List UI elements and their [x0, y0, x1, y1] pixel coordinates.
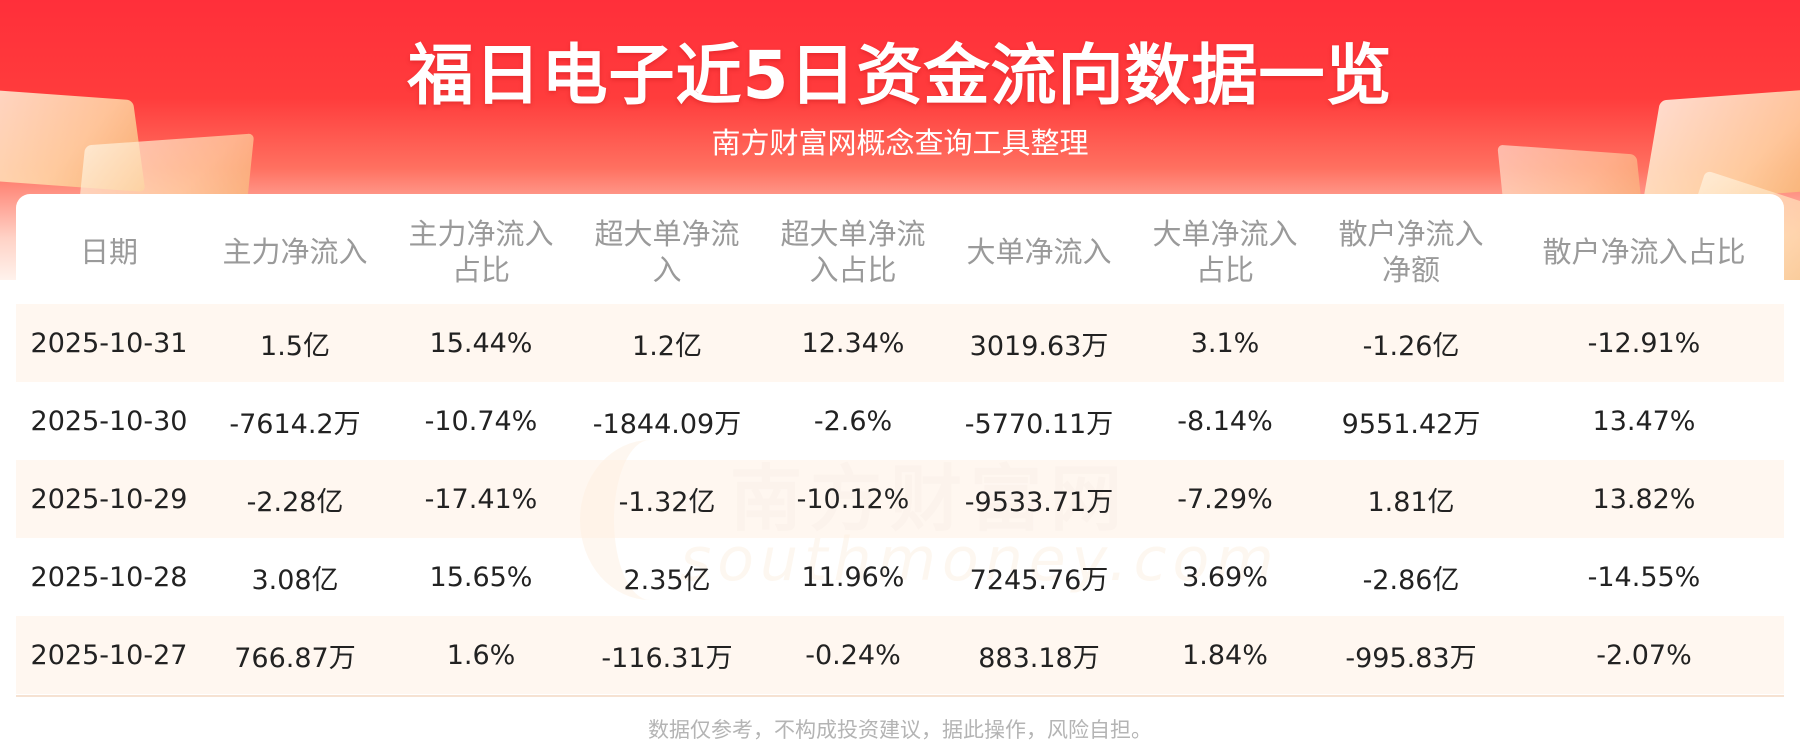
- column-header: 散户净流入净额: [1338, 217, 1484, 287]
- table-cell: 2025-10-31: [16, 304, 202, 382]
- table-cell: -7614.2万: [202, 382, 388, 460]
- table-cell: -1844.09万: [574, 382, 760, 460]
- table-cell: -14.55%: [1504, 538, 1784, 616]
- table-cell: -2.28亿: [202, 460, 388, 538]
- table-cell: 3.08亿: [202, 538, 388, 616]
- divider: [16, 695, 1784, 697]
- table-cell: 1.5亿: [202, 304, 388, 382]
- table-cell: 1.81亿: [1318, 460, 1504, 538]
- table-cell: 15.44%: [388, 304, 574, 382]
- table-cell: -995.83万: [1318, 616, 1504, 694]
- table-row: 2025-10-27 766.87万 1.6% -116.31万 -0.24% …: [16, 616, 1784, 694]
- table-cell: -5770.11万: [946, 382, 1132, 460]
- table-cell: -2.86亿: [1318, 538, 1504, 616]
- fund-flow-table: 日期 主力净流入 主力净流入占比 超大单净流入 超大单净流入占比 大单净流入 大…: [16, 200, 1784, 694]
- table-cell: 1.6%: [388, 616, 574, 694]
- table-cell: -0.24%: [760, 616, 946, 694]
- disclaimer-text: 数据仅参考，不构成投资建议，据此操作，风险自担。: [648, 718, 1152, 742]
- table-cell: 1.2亿: [574, 304, 760, 382]
- column-header: 日期: [79, 235, 138, 269]
- column-header: 主力净流入占比: [408, 217, 554, 287]
- table-cell: -10.12%: [760, 460, 946, 538]
- table-cell: 9551.42万: [1318, 382, 1504, 460]
- table-cell: 2025-10-30: [16, 382, 202, 460]
- table-row: 2025-10-30 -7614.2万 -10.74% -1844.09万 -2…: [16, 382, 1784, 460]
- table-cell: 13.82%: [1504, 460, 1784, 538]
- table-cell: -8.14%: [1132, 382, 1318, 460]
- column-header: 主力净流入: [222, 235, 368, 269]
- table-cell: -1.26亿: [1318, 304, 1504, 382]
- table-cell: 3.69%: [1132, 538, 1318, 616]
- table-cell: 2.35亿: [574, 538, 760, 616]
- table-cell: -116.31万: [574, 616, 760, 694]
- table-cell: 766.87万: [202, 616, 388, 694]
- table-row: 2025-10-31 1.5亿 15.44% 1.2亿 12.34% 3019.…: [16, 304, 1784, 382]
- table-cell: -2.07%: [1504, 616, 1784, 694]
- table-cell: 2025-10-27: [16, 616, 202, 694]
- table-header-row: 日期 主力净流入 主力净流入占比 超大单净流入 超大单净流入占比 大单净流入 大…: [16, 200, 1784, 304]
- page-title: 福日电子近5日资金流向数据一览: [407, 37, 1393, 114]
- table-cell: 2025-10-29: [16, 460, 202, 538]
- table-cell: -2.6%: [760, 382, 946, 460]
- table-cell: -1.32亿: [574, 460, 760, 538]
- table-cell: -17.41%: [388, 460, 574, 538]
- table-cell: 883.18万: [946, 616, 1132, 694]
- table-cell: 3019.63万: [946, 304, 1132, 382]
- table-cell: 13.47%: [1504, 382, 1784, 460]
- column-header: 超大单净流入占比: [780, 217, 926, 287]
- column-header: 大单净流入占比: [1152, 217, 1298, 287]
- table-cell: -12.91%: [1504, 304, 1784, 382]
- table-cell: 12.34%: [760, 304, 946, 382]
- table-cell: -10.74%: [388, 382, 574, 460]
- table-cell: 1.84%: [1132, 616, 1318, 694]
- table-row: 2025-10-29 -2.28亿 -17.41% -1.32亿 -10.12%…: [16, 460, 1784, 538]
- column-header: 散户净流入占比: [1542, 235, 1746, 269]
- table-cell: 15.65%: [388, 538, 574, 616]
- table-row: 2025-10-28 3.08亿 15.65% 2.35亿 11.96% 724…: [16, 538, 1784, 616]
- table-cell: -9533.71万: [946, 460, 1132, 538]
- table-cell: 7245.76万: [946, 538, 1132, 616]
- table-cell: 2025-10-28: [16, 538, 202, 616]
- table-cell: 11.96%: [760, 538, 946, 616]
- table-cell: -7.29%: [1132, 460, 1318, 538]
- page-subtitle: 南方财富网概念查询工具整理: [711, 126, 1089, 160]
- column-header: 大单净流入: [966, 235, 1112, 269]
- column-header: 超大单净流入: [594, 217, 740, 287]
- table-cell: 3.1%: [1132, 304, 1318, 382]
